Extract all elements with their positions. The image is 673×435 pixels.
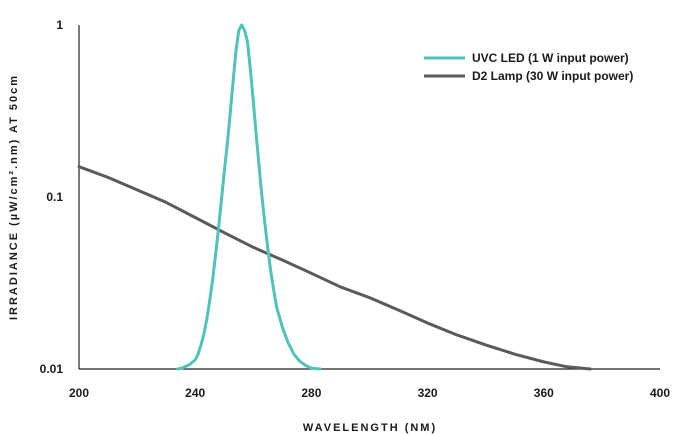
- legend-label: UVC LED (1 W input power): [472, 51, 629, 65]
- x-axis-title: WAVELENGTH (NM): [303, 422, 437, 434]
- x-tick-label: 280: [301, 386, 321, 400]
- legend-label: D2 Lamp (30 W input power): [472, 69, 633, 83]
- y-tick-labels: 0.01 0.1 1: [40, 18, 64, 376]
- legend: UVC LED (1 W input power) D2 Lamp (30 W i…: [424, 51, 633, 83]
- x-tick-labels: 200 240 280 320 360 400: [69, 386, 670, 400]
- series-line: [176, 23, 322, 371]
- x-tick-label: 240: [185, 386, 205, 400]
- series-layer: [77, 23, 592, 371]
- y-tick-label: 0.01: [40, 362, 64, 376]
- y-axis-title: IRRADIANCE (µW/cm².nm) AT 50cm: [8, 74, 20, 320]
- y-tick-label: 1: [56, 18, 63, 32]
- x-tick-label: 360: [534, 386, 554, 400]
- y-tick-label: 0.1: [46, 190, 63, 204]
- axes: [78, 25, 660, 370]
- x-tick-label: 200: [69, 386, 89, 400]
- x-tick-label: 320: [418, 386, 438, 400]
- x-tick-label: 400: [650, 386, 670, 400]
- series-line: [77, 165, 592, 371]
